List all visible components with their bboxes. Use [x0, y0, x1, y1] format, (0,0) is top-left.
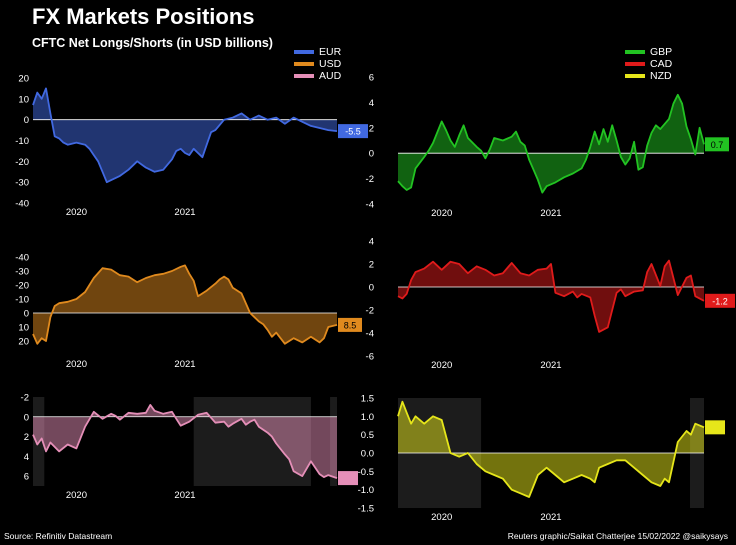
- cad-end-label-box: [705, 293, 735, 308]
- credit-note: Reuters graphic/Saikat Chatterjee 15/02/…: [507, 531, 728, 541]
- usd-series-line: [32, 264, 338, 345]
- legend-item-gbp: GBP: [625, 46, 672, 58]
- eur-end-label: -5.5: [345, 127, 361, 137]
- aud-ytick-label: 4: [24, 452, 29, 463]
- nzd-ytick-label: 1.0: [361, 412, 374, 423]
- gbp-ytick-label: 0: [369, 149, 374, 160]
- gbp-series-line: [397, 93, 705, 194]
- gbp-ytick-label: 2: [369, 123, 374, 134]
- nzd-ytick-label: -1.0: [358, 485, 374, 496]
- chart-title: FX Markets Positions: [32, 4, 255, 29]
- legend-swatch-eur: [294, 50, 314, 54]
- usd-ytick-label: 0: [24, 309, 29, 320]
- aud-ytick-label: 0: [24, 412, 29, 423]
- nzd-ytick-label: -0.5: [358, 467, 374, 478]
- eur-ytick-label: -20: [15, 157, 29, 168]
- legend-swatch-gbp: [625, 50, 645, 54]
- cad-xtick-label: 2020: [431, 360, 452, 371]
- usd-xtick-label: 2021: [174, 359, 195, 370]
- gbp-ytick-label: 4: [369, 98, 374, 109]
- gbp-xtick-label: 2020: [431, 208, 452, 219]
- legend-label-gbp: GBP: [650, 46, 673, 58]
- eur-series-line: [32, 87, 338, 184]
- legend-swatch-aud: [294, 74, 314, 78]
- legend-right: GBP CAD NZD: [625, 46, 672, 82]
- gbp-ytick-label: -4: [366, 200, 374, 211]
- eur-ytick-label: -10: [15, 136, 29, 147]
- usd-ytick-label: -30: [15, 267, 29, 278]
- eur-xtick-label: 2021: [174, 207, 195, 218]
- aud-ytick-label: -2: [21, 393, 29, 404]
- gbp-end-label: 0.7: [711, 140, 724, 150]
- chart-subtitle: CFTC Net Longs/Shorts (in USD billions): [32, 36, 273, 50]
- usd-area: [33, 265, 337, 344]
- eur-ytick-label: 10: [18, 94, 29, 105]
- cad-series-line: [397, 259, 705, 333]
- cad-ytick-label: 4: [369, 237, 374, 248]
- aud-ytick-label: 6: [24, 472, 29, 483]
- gbp-area: [398, 94, 704, 193]
- cad-ytick-label: -6: [366, 352, 374, 363]
- legend-swatch-cad: [625, 62, 645, 66]
- nzd-ytick-label: 0.0: [361, 449, 374, 460]
- eur-ytick-label: 0: [24, 115, 29, 126]
- aud-xtick-label: 2020: [66, 490, 87, 501]
- cad-end-label: -1.2: [712, 296, 728, 306]
- usd-ytick-label: -40: [15, 253, 29, 264]
- gbp-ytick-label: -2: [366, 174, 374, 185]
- eur-end-label-box: [338, 124, 368, 139]
- legend-label-usd: USD: [319, 58, 342, 70]
- legend-swatch-usd: [294, 62, 314, 66]
- source-note: Source: Refinitiv Datastream: [4, 531, 113, 541]
- usd-xtick-label: 2020: [66, 359, 87, 370]
- eur-area: [33, 88, 337, 183]
- legend-item-nzd: NZD: [625, 70, 672, 82]
- legend-label-cad: CAD: [650, 58, 673, 70]
- legend-item-aud: AUD: [294, 70, 341, 82]
- cad-ytick-label: 0: [369, 283, 374, 294]
- cad-ytick-label: -4: [366, 329, 374, 340]
- eur-ytick-label: 20: [18, 74, 29, 85]
- cad-area: [398, 260, 704, 332]
- legend-label-nzd: NZD: [650, 70, 672, 82]
- usd-end-label-box: [338, 317, 362, 332]
- nzd-ytick-label: 0.5: [361, 430, 374, 441]
- eur-xtick-label: 2020: [66, 207, 87, 218]
- usd-ytick-label: -10: [15, 295, 29, 306]
- cad-xtick-label: 2021: [540, 360, 561, 371]
- legend-item-usd: USD: [294, 58, 341, 70]
- legend-label-aud: AUD: [319, 70, 342, 82]
- aud-ytick-label: 2: [24, 432, 29, 443]
- cad-ytick-label: 2: [369, 260, 374, 271]
- legend-item-cad: CAD: [625, 58, 672, 70]
- eur-ytick-label: -40: [15, 199, 29, 210]
- usd-end-label: 8.5: [344, 320, 357, 330]
- nzd-xtick-label: 2021: [540, 512, 561, 523]
- aud-end-label-box: [338, 471, 358, 486]
- usd-ytick-label: 10: [18, 323, 29, 334]
- legend-label-eur: EUR: [319, 46, 342, 58]
- gbp-end-label-box: [705, 137, 729, 152]
- cad-ytick-label: -2: [366, 306, 374, 317]
- gbp-xtick-label: 2021: [540, 208, 561, 219]
- nzd-xtick-label: 2020: [431, 512, 452, 523]
- nzd-ytick-label: -1.5: [358, 504, 374, 515]
- eur-ytick-label: -30: [15, 178, 29, 189]
- nzd-end-label-box: [705, 420, 725, 435]
- usd-ytick-label: -20: [15, 281, 29, 292]
- usd-ytick-label: 20: [18, 337, 29, 348]
- nzd-series-line: [397, 400, 705, 498]
- legend-swatch-nzd: [625, 74, 645, 78]
- nzd-ytick-label: 1.5: [361, 394, 374, 405]
- gbp-ytick-label: 6: [369, 73, 374, 84]
- legend-item-eur: EUR: [294, 46, 341, 58]
- aud-area: [33, 404, 337, 479]
- aud-xtick-label: 2021: [174, 490, 195, 501]
- legend-left: EUR USD AUD: [294, 46, 341, 82]
- aud-series-line: [32, 403, 338, 479]
